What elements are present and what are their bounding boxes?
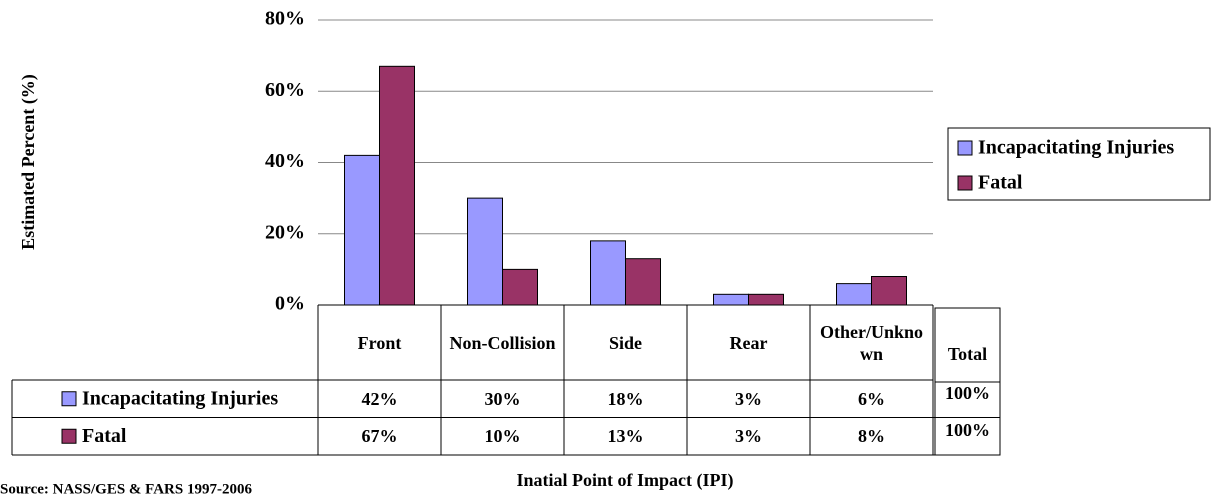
bar [467, 197, 503, 306]
legend-swatch [957, 175, 973, 191]
data-label: 6% [858, 388, 885, 409]
x-tick-label: Front [357, 332, 402, 353]
x-axis-label: Inatial Point of Impact (IPI) [517, 470, 734, 491]
data-label: 30% [484, 388, 521, 409]
legend-box [947, 127, 1211, 201]
y-tick-label: 0% [275, 293, 305, 315]
bar [379, 65, 415, 306]
y-tick-label: 20% [265, 221, 305, 243]
bar [625, 258, 661, 306]
total-header: Total [947, 343, 988, 364]
bar [713, 293, 749, 306]
legend-label: Fatal [82, 425, 127, 447]
legend-swatch [957, 140, 973, 156]
data-label: 42% [361, 388, 398, 409]
legend-label: Incapacitating Injuries [82, 387, 278, 409]
legend-swatch [61, 391, 77, 407]
x-tick-label: Non-Collision [449, 332, 556, 353]
bar [502, 268, 538, 306]
bar [590, 240, 626, 306]
bar [344, 154, 380, 306]
x-tick-label: Other/Unknown [819, 321, 924, 364]
bar [871, 276, 907, 306]
bar [748, 293, 784, 306]
data-label: 10% [484, 426, 521, 447]
legend-swatch [61, 428, 77, 444]
y-tick-label: 80% [265, 8, 305, 30]
legend-label: Fatal [978, 172, 1023, 194]
total-value: 100% [945, 420, 990, 441]
y-axis-label: Estimated Percent (%) [18, 74, 39, 250]
total-value: 100% [945, 382, 990, 403]
data-label: 18% [607, 388, 644, 409]
legend-label: Incapacitating Injuries [978, 137, 1174, 159]
source: Source: NASS/GES & FARS 1997-2006 [0, 481, 252, 494]
x-tick-label: Rear [729, 332, 768, 353]
data-label: 8% [858, 426, 885, 447]
y-tick-label: 40% [265, 150, 305, 172]
data-label: 67% [361, 426, 398, 447]
data-label: 13% [607, 426, 644, 447]
bar [836, 283, 872, 306]
y-tick-label: 60% [265, 79, 305, 101]
data-label: 3% [735, 426, 762, 447]
x-tick-label: Side [608, 332, 642, 353]
data-label: 3% [735, 388, 762, 409]
